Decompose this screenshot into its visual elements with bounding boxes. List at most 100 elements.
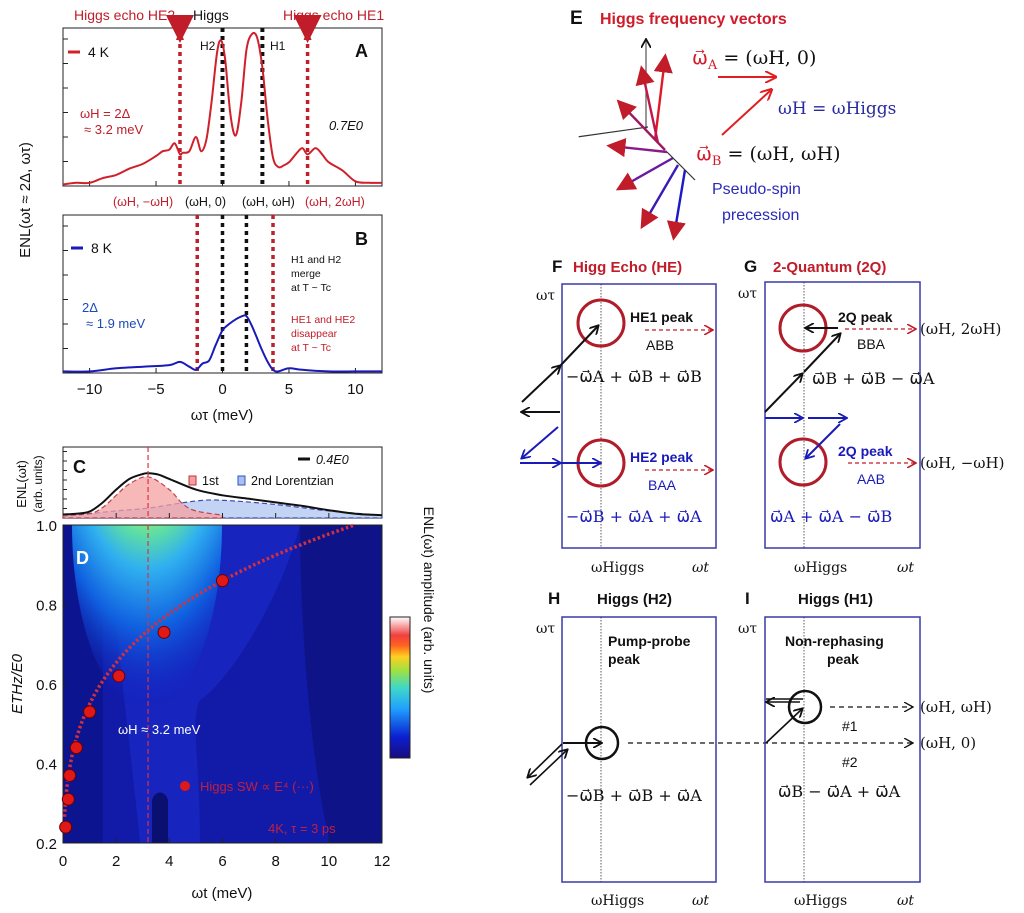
i-peak-circle (787, 689, 823, 725)
omega-h-val: ≈ 3.2 meV (84, 122, 143, 137)
gap-value: ≈ 1.9 meV (86, 316, 145, 331)
d-xtick-label: 12 (374, 853, 391, 870)
coord-wh-wh: (ωH, ωH) (242, 195, 295, 209)
panel-g-title: 2-Quantum (2Q) (773, 259, 886, 276)
x-axis-label-b: ωτ (meV) (191, 407, 253, 424)
i-equation: ω⃗B − ω⃗A + ω⃗A (778, 782, 901, 801)
g-coord-minus-wh: (ωH, −ωH) (920, 454, 1004, 472)
sw-point-0 (59, 820, 73, 834)
panel-c-ticks (63, 451, 330, 518)
he1-equation: −ω⃗A + ω⃗B + ω⃗B (566, 367, 702, 386)
e4-fit-curve (62, 523, 355, 817)
vector-blue-2 (666, 169, 687, 241)
omega-b-def: ω⃗B = (ωH, ωH) (696, 143, 841, 169)
panel-letter-h: H (548, 589, 560, 608)
disappear-line2: disappear (291, 328, 338, 340)
i-coord-wh-wh: (ωH, ωH) (920, 698, 992, 716)
panel-letter-g: G (744, 257, 757, 276)
vector-grey-left (578, 126, 649, 138)
vector-purple-1 (606, 137, 668, 158)
d-ytick-label: 0.2 (36, 836, 57, 853)
first-lorentzian (62, 476, 224, 519)
x-axis-label-d: ωt (meV) (192, 885, 253, 902)
i-vec-3 (765, 709, 802, 744)
i-path-2: #2 (842, 754, 858, 770)
pseudo-spin-label-1: Pseudo-spin (712, 181, 801, 198)
panel-a-curve (62, 31, 383, 186)
d-xtick-label: 2 (112, 853, 120, 870)
panel-letter-f: F (552, 257, 562, 276)
panel-d: D ωH ≈ 3.2 meV Higgs SW ∝ E⁴ (···) 4K, τ… (9, 507, 437, 902)
panel-h: H Higgs (H2) ωτ Pump-probe peak −ω⃗B + ω… (528, 589, 912, 909)
merge-line3: at T ~ Tc (291, 282, 331, 294)
merge-line2: merge (291, 268, 321, 280)
f-y-title: ωτ (536, 288, 555, 304)
sw-point-4 (83, 705, 97, 719)
d-xtick-label: 10 (320, 853, 337, 870)
b-xtick-label: 5 (285, 381, 293, 398)
legend-first: 1st (202, 474, 219, 488)
heatmap-dark-notch (152, 792, 168, 843)
legend-sw-marker (180, 781, 190, 791)
g-eq-bottom: ω⃗A + ω⃗A − ω⃗B (770, 507, 892, 526)
d-xtick-label: 0 (59, 853, 67, 870)
legend-second-swatch (237, 475, 246, 486)
d-xtick-label: 6 (218, 853, 226, 870)
label-higgs: Higgs (193, 7, 229, 23)
total-spectrum (62, 472, 383, 517)
pseudo-spin-vectors (578, 40, 696, 241)
colorbar-label: ENL(ωt) amplitude (arb. units) (421, 507, 437, 694)
legend-4k: 4 K (88, 44, 110, 60)
g-x-title: ωt (897, 560, 914, 576)
sw-point-5 (112, 669, 126, 683)
panel-g-frame (764, 281, 921, 549)
y-label-c-1: ENL(ωt) (14, 460, 29, 508)
sw-point-7 (216, 574, 229, 588)
legend-04e0: 0.4E0 (316, 453, 349, 467)
i-y-title: ωτ (738, 621, 757, 637)
g-vec-blue-3 (806, 423, 841, 458)
omega-h-label-d: ωH ≈ 3.2 meV (118, 722, 201, 737)
panel-i-title: Higgs (H1) (798, 591, 873, 608)
sw-point-6 (157, 625, 171, 639)
a-red-arrowhead-1 (303, 29, 312, 40)
sw-point-1 (61, 792, 75, 806)
g-2q-peak2-label: 2Q peak (838, 443, 893, 459)
disappear-line3: at T ~ Tc (291, 342, 331, 354)
vector-magenta (616, 99, 666, 151)
panel-letter-e: E (570, 8, 583, 29)
panel-f-title: Higg Echo (HE) (573, 259, 682, 276)
d-ytick-label: 0.8 (36, 598, 57, 615)
i-path-1: #1 (842, 718, 858, 734)
sw-point-2 (63, 768, 77, 782)
colorbar (389, 616, 411, 759)
g-x-tick: ωHiggs (794, 560, 847, 576)
vector-purple-2 (615, 156, 674, 191)
he2-code: BAA (648, 477, 677, 493)
g-vec-black-2 (803, 334, 840, 373)
field-07e0: 0.7E0 (329, 118, 364, 133)
he1-code: ABB (646, 337, 674, 353)
f-vec-blue-1 (522, 426, 559, 458)
i-x-tick: ωHiggs (794, 893, 847, 909)
vector-grey-down (666, 151, 696, 181)
g-coord-2wh: (ωH, 2ωH) (920, 320, 1001, 338)
i-coord-wh-0: (ωH, 0) (920, 734, 976, 752)
panel-b-xtick-labels: −10 −5 0 5 10 (77, 381, 364, 398)
sw-point-3 (69, 741, 83, 755)
vector-red-1 (653, 53, 673, 141)
b-xtick-label: 0 (218, 381, 226, 398)
g-2q-peak1-label: 2Q peak (838, 309, 893, 325)
panel-b-curve (62, 314, 382, 373)
condition-label: 4K, τ = 3 ps (268, 821, 336, 836)
he2-equation: −ω⃗B + ω⃗A + ω⃗A (566, 507, 702, 526)
a-red-arrowhead-0 (175, 29, 184, 40)
d-ytick-label: 1.0 (36, 518, 57, 535)
panel-letter-i: I (745, 589, 750, 608)
g-code-aab: AAB (857, 471, 885, 487)
coord-wh-minus-wh: (ωH, −ωH) (113, 195, 173, 209)
merge-line1: H1 and H2 (291, 254, 341, 266)
he2-peak-label: HE2 peak (630, 449, 693, 465)
heatmap-dark-right (300, 525, 382, 843)
